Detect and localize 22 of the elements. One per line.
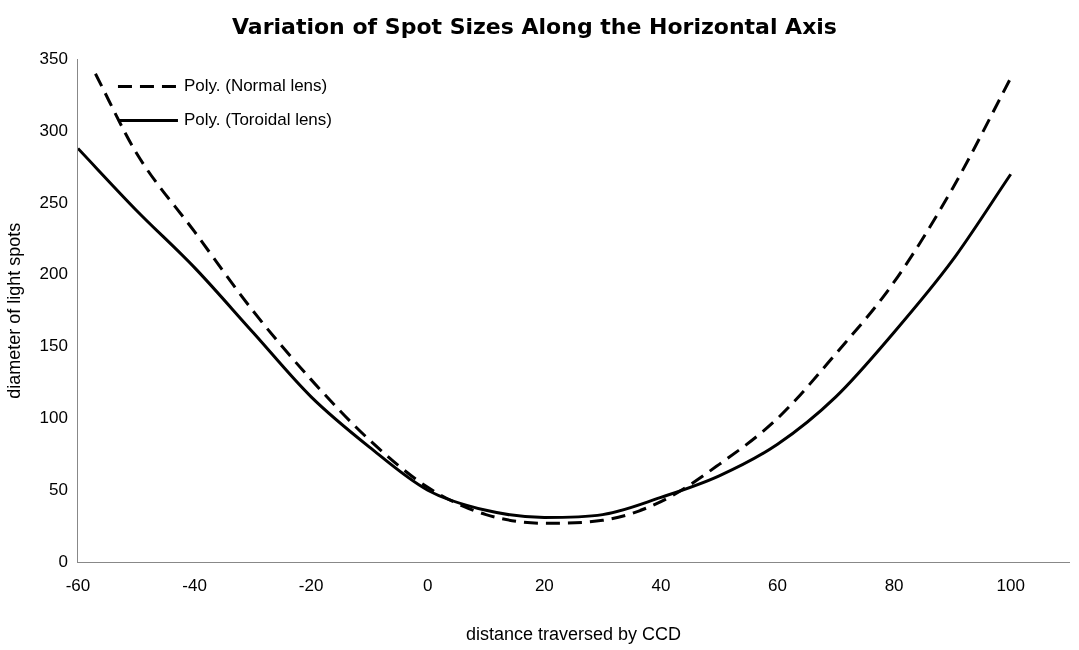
- y-tick-label: 250: [39, 192, 68, 212]
- x-tick-label: 60: [768, 575, 787, 595]
- legend-label: Poly. (Toroidal lens): [183, 110, 332, 130]
- y-tick-label: 150: [39, 336, 68, 356]
- y-tick-label: 0: [58, 551, 68, 571]
- legend-label: Poly. (Normal lens): [183, 76, 328, 96]
- x-tick-label: 20: [534, 575, 554, 595]
- x-axis-title: distance traversed by CCD: [465, 624, 682, 645]
- x-tick-label: 40: [651, 575, 671, 595]
- x-tick-label: 100: [996, 575, 1025, 595]
- x-tick-label: 80: [884, 575, 904, 595]
- y-tick-label: 350: [39, 49, 68, 69]
- y-tick-label: 200: [39, 264, 68, 284]
- y-axis-title: diameter of light spots: [3, 222, 24, 399]
- y-tick-label: 100: [39, 408, 68, 428]
- x-tick-label: -20: [298, 575, 324, 595]
- x-tick-label: -40: [182, 575, 207, 595]
- x-tick-label: 0: [423, 575, 433, 595]
- chart-title: Variation of Spot Sizes Along the Horizontal Axis: [232, 13, 837, 39]
- y-tick-label: 300: [39, 120, 68, 140]
- y-tick-label: 50: [49, 479, 68, 499]
- x-tick-label: -60: [65, 575, 91, 595]
